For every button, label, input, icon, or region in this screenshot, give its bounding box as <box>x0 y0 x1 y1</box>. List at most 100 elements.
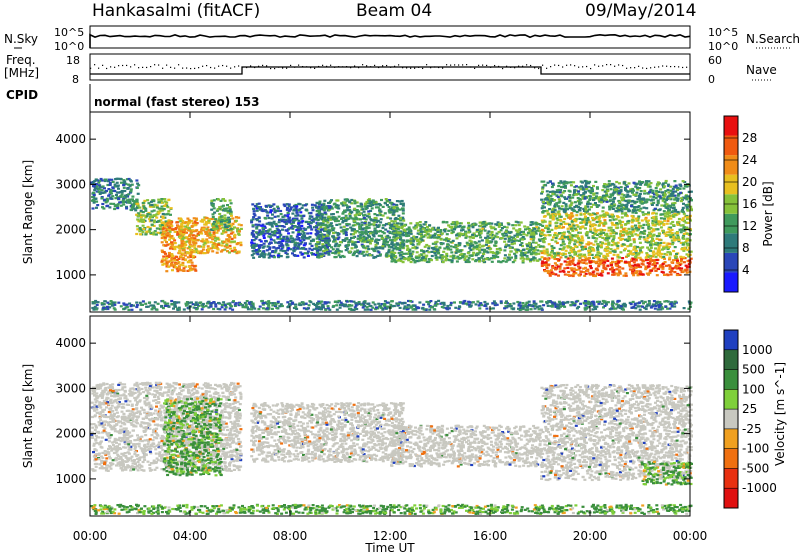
scatter-cell <box>395 210 399 213</box>
scatter-cell <box>464 236 468 239</box>
scatter-cell <box>202 243 206 246</box>
scatter-cell <box>528 229 532 232</box>
scatter-cell <box>287 232 291 235</box>
scatter-cell <box>238 230 241 233</box>
scatter-cell <box>419 230 423 233</box>
scatter-cell <box>456 222 459 225</box>
scatter-cell <box>381 245 385 248</box>
scatter-cell <box>505 234 508 237</box>
scatter-cell <box>114 197 118 200</box>
scatter-cell <box>461 256 465 259</box>
scatter-cell <box>106 183 110 187</box>
scatter-cell <box>487 236 491 239</box>
scatter-cell <box>251 224 255 227</box>
scatter-cell <box>210 217 214 221</box>
scatter-cell <box>590 213 594 216</box>
scatter-cell <box>558 237 562 240</box>
scatter-cell <box>612 234 616 237</box>
scatter-cell <box>153 203 157 206</box>
nave-dot <box>490 66 492 68</box>
scatter-cell <box>652 233 656 236</box>
scatter-cell <box>576 262 580 265</box>
scatter-cell <box>95 185 99 188</box>
scatter-cell <box>172 245 176 249</box>
scatter-cell <box>671 259 675 262</box>
nave-dot <box>414 67 416 69</box>
scatter-cell <box>256 250 260 253</box>
scatter-cell <box>320 207 324 210</box>
scatter-cell <box>563 217 567 221</box>
scatter-cell <box>193 222 197 225</box>
scatter-cell <box>93 189 97 192</box>
scatter-cell <box>289 235 293 238</box>
scatter-cell <box>301 220 305 223</box>
scatter-cell <box>650 269 654 272</box>
scatter-cell <box>115 191 119 194</box>
scatter-cell <box>171 243 175 246</box>
scatter-cell <box>183 241 187 244</box>
scatter-cell <box>526 232 530 235</box>
scatter-cell <box>178 245 182 248</box>
scatter-cell <box>430 259 433 262</box>
scatter-cell <box>578 256 582 259</box>
scatter-cell <box>109 189 113 192</box>
scatter-cell <box>659 241 663 244</box>
scatter-cell <box>505 226 509 229</box>
scatter-cell <box>225 246 229 249</box>
scatter-cell <box>674 255 678 258</box>
scatter-cell <box>480 245 484 248</box>
scatter-cell <box>161 215 165 218</box>
scatter-cell <box>179 263 183 266</box>
nsearch-tick-bottom: 10^0 <box>708 40 738 53</box>
scatter-cell <box>392 259 396 262</box>
scatter-cell <box>634 224 637 227</box>
scatter-cell <box>383 238 387 241</box>
scatter-cell <box>225 225 229 229</box>
scatter-cell <box>392 236 396 239</box>
scatter-cell <box>578 243 582 246</box>
scatter-cell <box>91 198 95 201</box>
scatter-cell <box>254 231 258 234</box>
scatter-cell <box>144 209 148 212</box>
scatter-cell <box>207 247 211 250</box>
scatter-cell <box>572 273 576 276</box>
scatter-cell <box>639 224 643 228</box>
scatter-cell <box>552 236 555 239</box>
scatter-cell <box>274 241 278 244</box>
scatter-cell <box>653 261 657 264</box>
scatter-cell <box>669 217 673 220</box>
scatter-cell <box>547 243 551 246</box>
nave-dot <box>522 65 524 67</box>
scatter-cell <box>291 239 295 243</box>
scatter-cell <box>199 252 202 255</box>
scatter-cell <box>602 263 606 266</box>
scatter-cell <box>165 257 168 260</box>
scatter-cell <box>664 234 668 237</box>
scatter-cell <box>301 230 305 233</box>
scatter-cell <box>159 209 163 212</box>
scatter-cell <box>129 208 133 211</box>
scatter-cell <box>196 239 200 242</box>
scatter-cell <box>317 256 321 259</box>
scatter-cell <box>297 202 301 205</box>
scatter-cell <box>302 232 306 235</box>
scatter-cell <box>519 254 523 257</box>
scatter-cell <box>351 217 355 220</box>
scatter-cell <box>281 244 285 247</box>
scatter-cell <box>493 244 497 247</box>
scatter-cell <box>194 217 198 220</box>
scatter-cell <box>287 247 291 250</box>
scatter-cell <box>125 178 129 181</box>
scatter-cell <box>136 204 140 207</box>
scatter-cell <box>676 236 680 239</box>
scatter-cell <box>152 200 156 203</box>
scatter-cell <box>127 198 131 201</box>
nave-dot <box>326 65 328 67</box>
scatter-cell <box>389 217 393 220</box>
scatter-cell <box>274 223 278 226</box>
scatter-cell <box>210 202 214 205</box>
scatter-cell <box>150 203 154 206</box>
scatter-cell <box>603 221 607 224</box>
scatter-cell <box>252 212 256 215</box>
